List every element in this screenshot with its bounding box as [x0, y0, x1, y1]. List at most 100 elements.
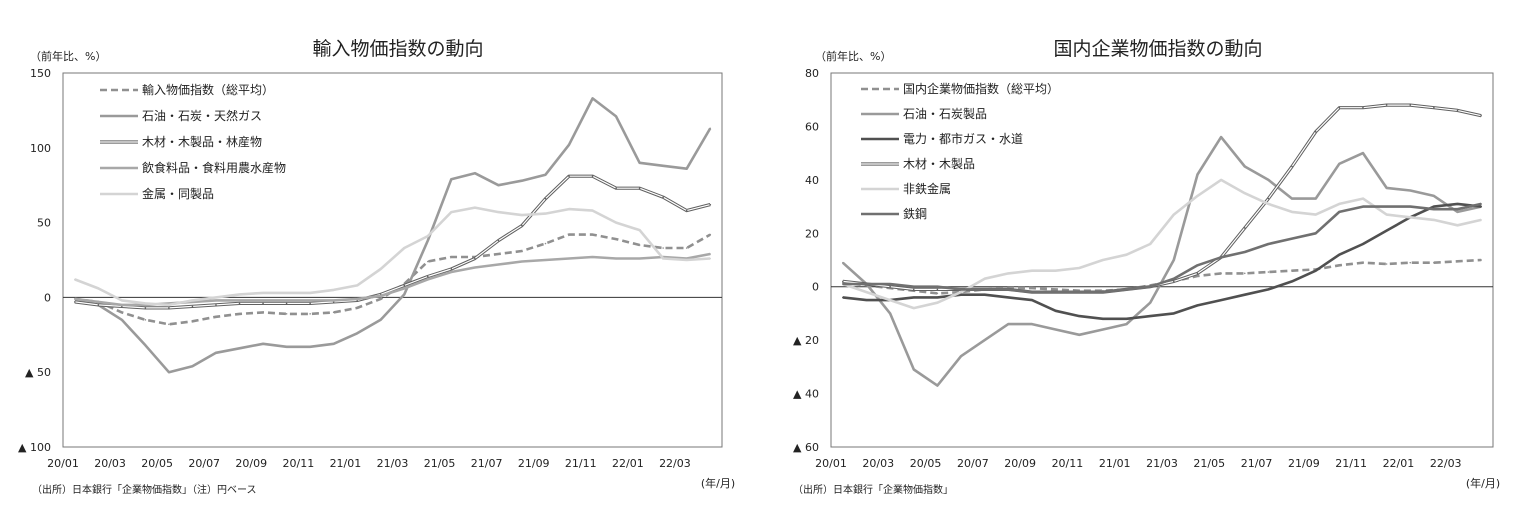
data-point: [73, 278, 76, 281]
data-point: [912, 368, 915, 371]
data-point: [474, 172, 476, 175]
data-point: [1078, 315, 1081, 317]
data-point: [1149, 315, 1151, 317]
data-point: [521, 260, 523, 263]
data-point: [168, 323, 170, 326]
data-point: [1314, 130, 1317, 133]
data-point: [685, 209, 688, 212]
data-point: [615, 257, 617, 260]
x-tick-label: 22/03: [659, 457, 691, 470]
data-point: [983, 339, 986, 341]
y-axis-unit-label: （前年比、%）: [815, 49, 891, 63]
y-tick-label: ▲ 20: [793, 334, 819, 347]
y-axis-unit-label: （前年比、%）: [30, 49, 106, 63]
data-point: [1456, 211, 1459, 213]
data-point: [638, 229, 641, 231]
data-point: [1409, 205, 1412, 208]
data-point: [1125, 253, 1128, 256]
x-tick-label: 20/09: [1004, 457, 1036, 470]
data-point: [1362, 205, 1364, 208]
data-point: [450, 271, 453, 273]
data-point: [309, 292, 311, 294]
data-point: [544, 173, 547, 176]
data-point: [1054, 328, 1057, 331]
x-tick-label: 20/03: [862, 457, 894, 470]
x-tick-label: 21/07: [1241, 457, 1273, 470]
data-point: [1173, 277, 1175, 280]
legend-label: 輸入物価指数（総平均）: [142, 82, 274, 97]
plot-area-frame: [62, 72, 723, 448]
data-point: [709, 253, 712, 255]
data-point: [865, 291, 868, 293]
import-price-chart: 輸入物価指数の動向 （前年比、%） 150 100 50 0 ▲ 50 ▲ 100 20/01 2…: [18, 38, 735, 496]
y-tick-label: 0: [812, 281, 819, 294]
data-point: [521, 214, 523, 216]
data-point: [1054, 288, 1057, 291]
data-point: [1243, 293, 1246, 296]
data-point: [638, 244, 641, 246]
data-point: [912, 307, 915, 309]
chart-title: 国内企業物価指数の動向: [1053, 38, 1262, 60]
data-point: [379, 268, 382, 270]
data-point: [842, 296, 844, 299]
data-point: [1314, 197, 1317, 200]
data-point: [1007, 296, 1010, 299]
data-point: [1409, 189, 1412, 192]
data-point: [1196, 173, 1199, 176]
data-point: [450, 256, 453, 258]
data-point: [309, 313, 311, 315]
data-point: [1314, 213, 1317, 216]
data-point: [685, 259, 688, 261]
x-tick-label: 21/01: [1099, 457, 1131, 470]
data-point: [591, 256, 594, 258]
data-point: [1338, 211, 1341, 213]
data-point: [936, 296, 939, 299]
data-point: [285, 302, 288, 305]
data-point: [842, 283, 844, 285]
data-point: [1362, 261, 1364, 264]
data-point: [1385, 229, 1388, 232]
data-point: [1456, 109, 1459, 112]
series-line-1: [74, 233, 711, 326]
data-point: [427, 239, 429, 242]
y-tick-label: 40: [805, 174, 819, 187]
data-point: [544, 212, 547, 215]
data-point: [1385, 213, 1388, 216]
data-point: [1362, 106, 1364, 109]
data-point: [497, 211, 500, 213]
data-point: [121, 304, 123, 306]
data-point: [842, 261, 844, 264]
data-point: [709, 203, 712, 206]
data-point: [638, 187, 641, 189]
data-point: [474, 206, 476, 209]
data-point: [1267, 271, 1270, 273]
data-point: [638, 161, 641, 164]
data-point: [1220, 299, 1222, 301]
data-point: [568, 208, 570, 210]
data-point: [865, 283, 868, 285]
legend-label: 国内企業物価指数（総平均）: [903, 81, 1059, 96]
data-point: [238, 299, 241, 302]
data-point: [638, 257, 641, 260]
data-point: [709, 257, 712, 260]
data-point: [1433, 219, 1435, 221]
domestic-price-chart: 国内企業物価指数の動向 （前年比、%） 80 60 40 20 0 ▲ 20 ▲ 40 ▲ 60 2…: [763, 0, 1526, 520]
series-line-inner-3: [74, 175, 711, 309]
data-point: [889, 285, 891, 288]
data-point: [1243, 192, 1246, 195]
data-point: [97, 301, 100, 303]
data-point: [1220, 136, 1222, 138]
data-point: [1433, 261, 1435, 264]
data-point: [191, 320, 194, 323]
data-point: [1125, 323, 1128, 325]
data-point: [1007, 272, 1010, 275]
x-tick-label: 20/01: [47, 457, 79, 470]
data-point: [1456, 224, 1459, 227]
data-point: [709, 233, 712, 236]
data-point: [1291, 237, 1293, 240]
data-point: [1243, 272, 1246, 275]
data-point: [865, 299, 868, 301]
data-point: [1031, 291, 1033, 293]
data-point: [960, 288, 962, 291]
data-point: [379, 298, 382, 300]
